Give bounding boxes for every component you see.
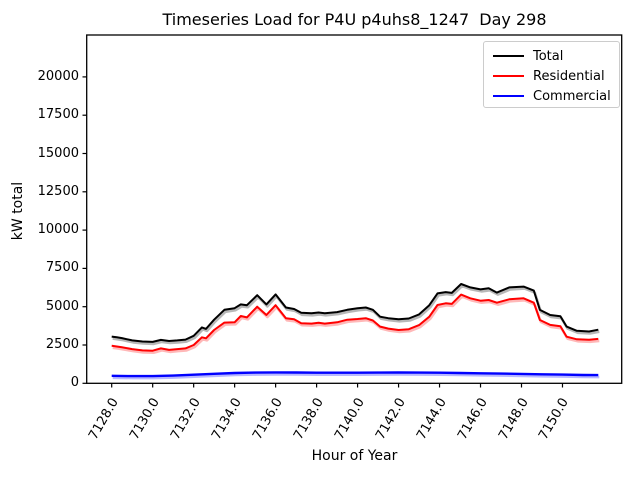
legend-label: Residential: [533, 68, 605, 84]
series-line-total: [111, 283, 599, 343]
legend-label: Commercial: [533, 88, 611, 104]
legend-item-residential: Residential: [493, 66, 619, 86]
series-shadow-residential: [112, 295, 600, 355]
y-tick-label: 5000: [45, 298, 79, 314]
y-tick-label: 0: [70, 375, 79, 391]
series-line-commercial: [111, 371, 599, 378]
legend-item-commercial: Commercial: [493, 86, 619, 106]
legend-label: Total: [533, 48, 564, 64]
y-tick-label: 2500: [45, 337, 79, 352]
legend-line-swatch: [493, 95, 524, 97]
legend-item-total: Total: [493, 46, 619, 66]
y-axis-label: kW total: [10, 181, 26, 241]
y-tick-label: 17500: [37, 107, 79, 123]
chart-title: Timeseries Load for P4U p4uhs8_1247 Day …: [162, 10, 547, 29]
y-tick-label: 12500: [37, 183, 79, 199]
x-axis-label: Hour of Year: [311, 448, 398, 464]
series-shadow-commercial: [112, 373, 600, 380]
axes-frame: [86, 34, 623, 384]
y-tick-label: 20000: [37, 68, 79, 84]
y-tick-label: 7500: [45, 260, 79, 276]
legend-line-swatch: [493, 55, 524, 57]
y-tick-label: 10000: [37, 222, 79, 238]
legend: Total Residential Commercial: [483, 41, 620, 108]
y-tick-label: 15000: [37, 145, 79, 161]
series-line-residential: [111, 293, 599, 352]
legend-line-swatch: [493, 75, 524, 77]
series-shadow-total: [112, 284, 600, 346]
